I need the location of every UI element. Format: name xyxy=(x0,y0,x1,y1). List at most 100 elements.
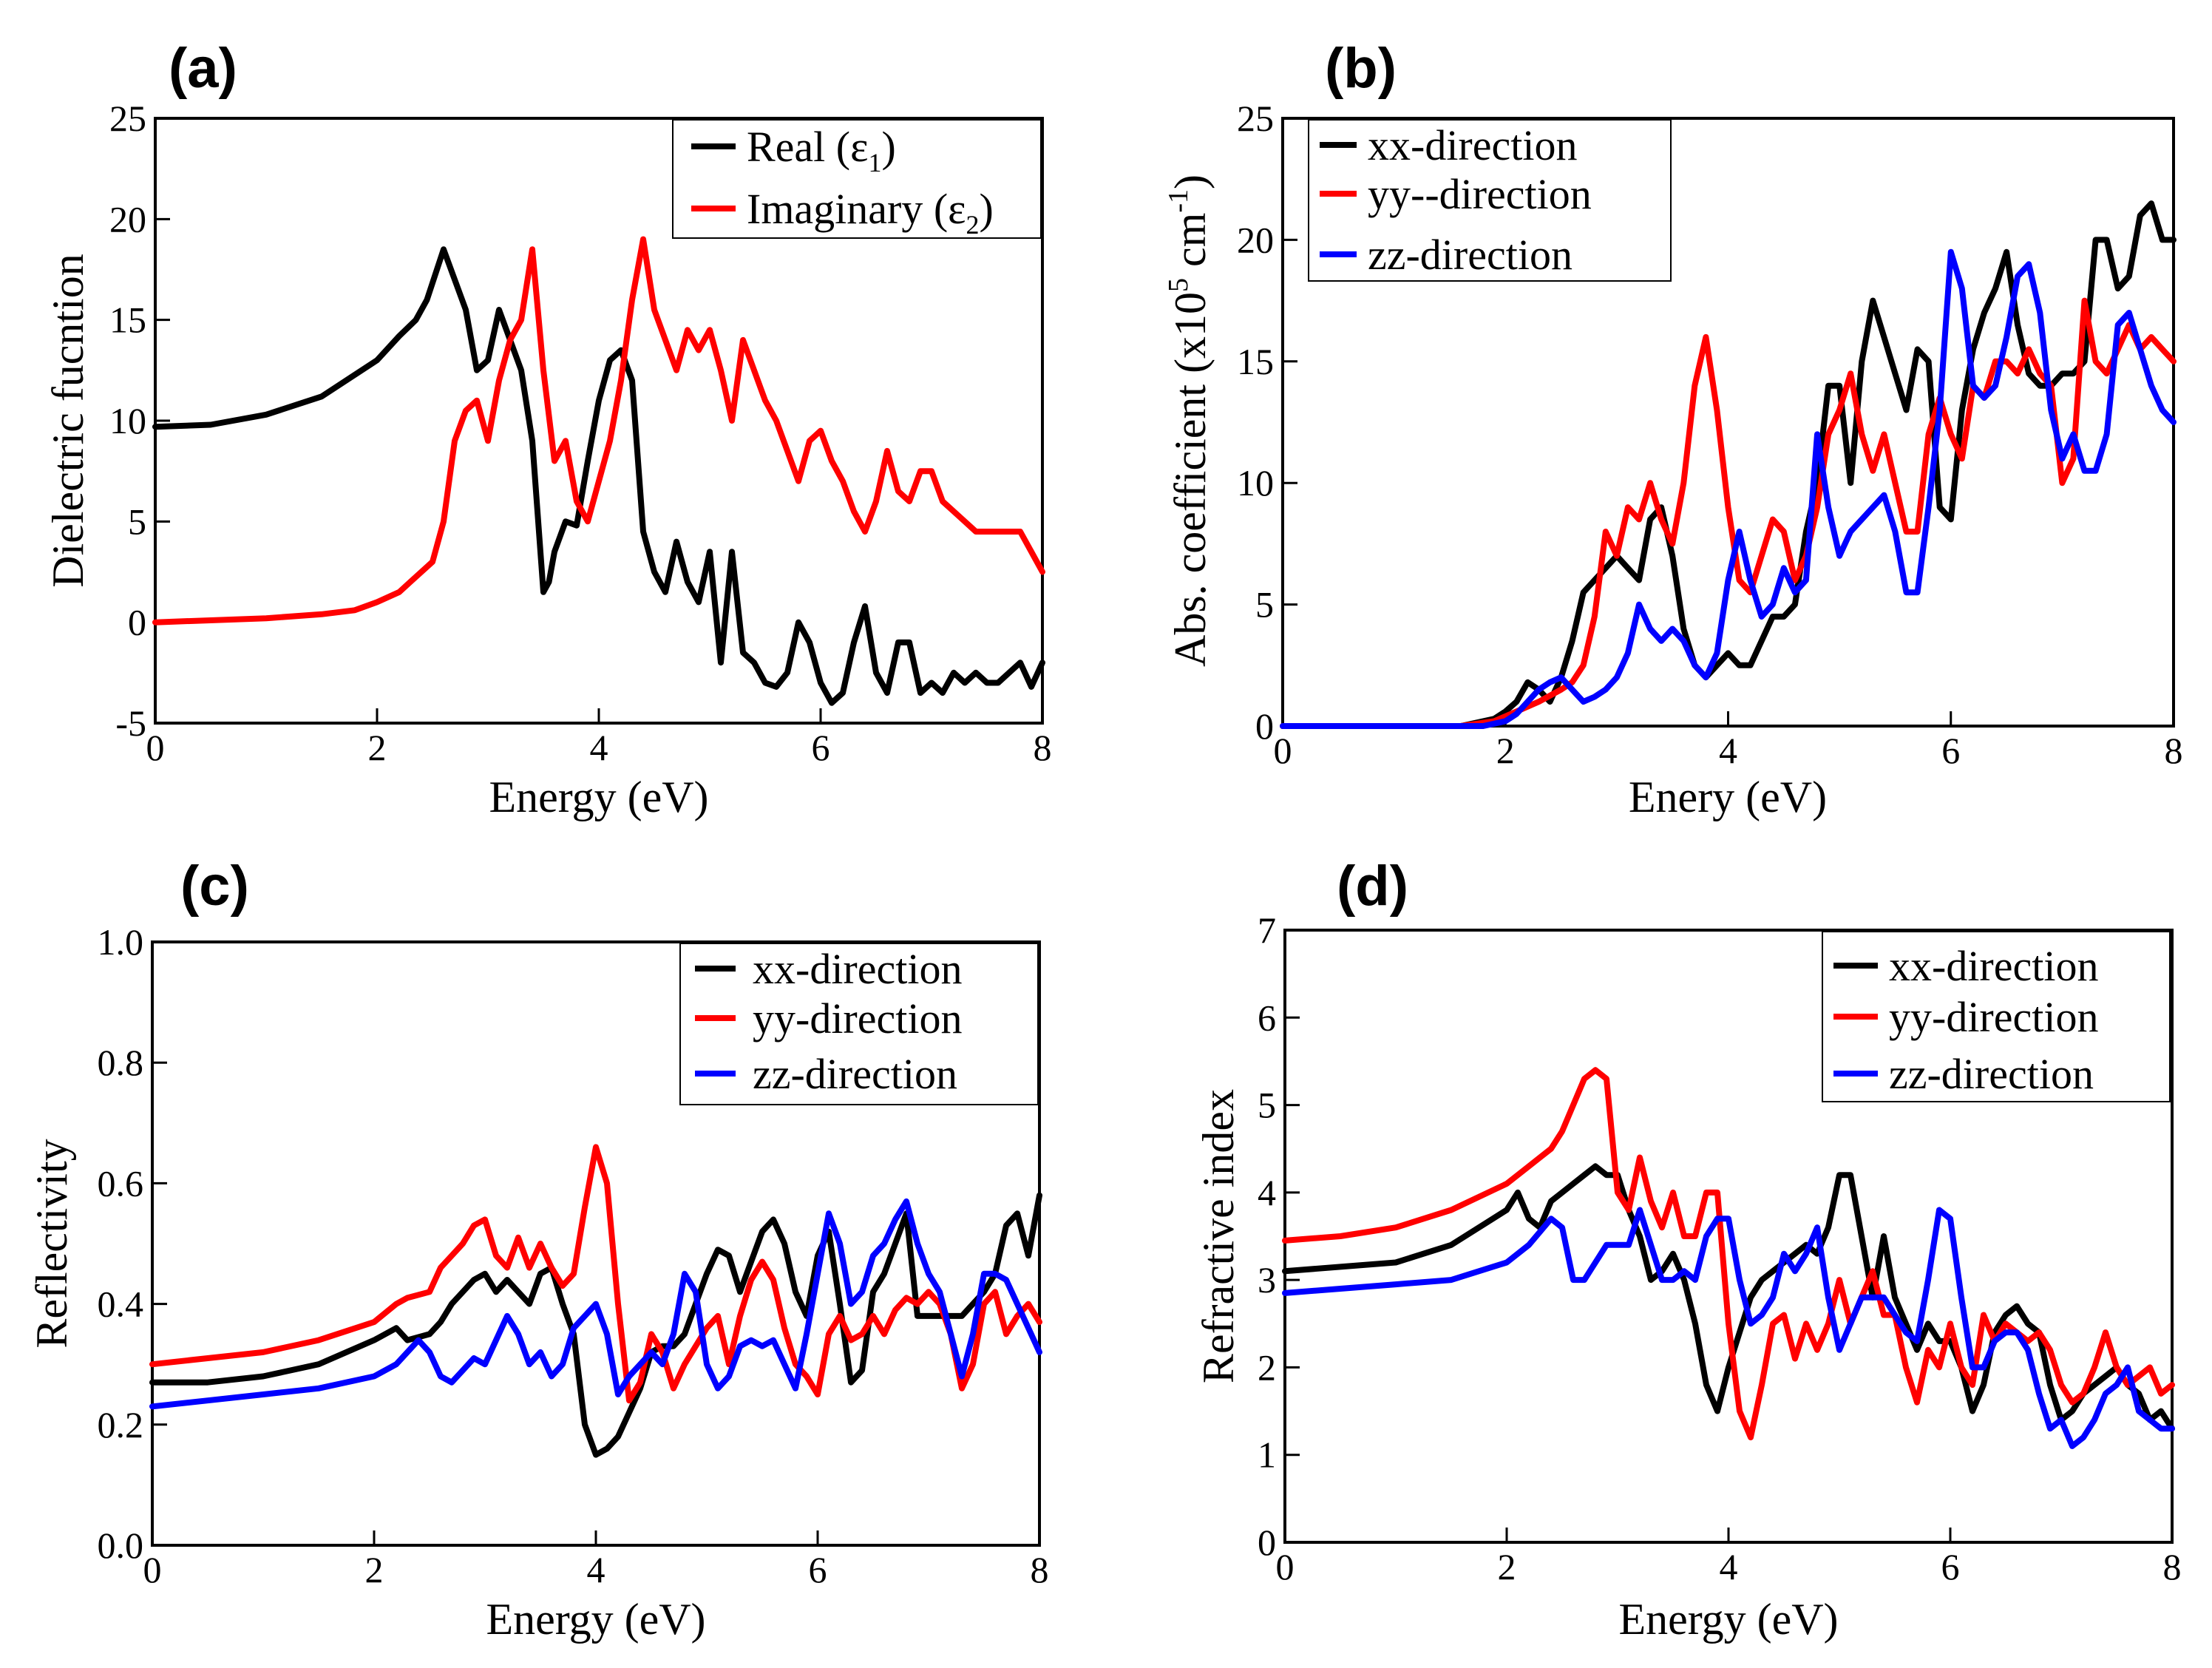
y-tick-label: 3 xyxy=(1258,1259,1276,1301)
series-layer-a xyxy=(152,236,1045,706)
y-tick-label: 0 xyxy=(128,602,146,643)
x-tick-label: 0 xyxy=(1276,1546,1295,1587)
legend-label-c-yy: yy-direction xyxy=(753,994,962,1042)
legend-label-d-xx: xx-direction xyxy=(1889,942,2098,990)
x-tick-label: 4 xyxy=(587,1549,605,1590)
y-tick-label: 10 xyxy=(1237,462,1274,504)
y-axis-label-d: Refractive index xyxy=(1194,1089,1243,1383)
x-tick-label: 6 xyxy=(1941,1546,1960,1587)
y-tick-label: 6 xyxy=(1258,997,1276,1038)
x-tick-label: 0 xyxy=(143,1549,162,1590)
x-axis-label-d: Energy (eV) xyxy=(1618,1595,1838,1644)
y-tick-label: 15 xyxy=(109,299,146,341)
series-line-a-real xyxy=(152,246,1045,706)
x-tick-label: 2 xyxy=(365,1549,384,1590)
panel-label-c: (c) xyxy=(180,855,249,918)
series-layer-b xyxy=(1280,200,2177,729)
x-tick-label: 8 xyxy=(1031,1549,1049,1590)
legend-label-b-yy: yy--direction xyxy=(1368,170,1592,218)
y-tick-label: 0 xyxy=(1258,1522,1276,1563)
y-tick-label: 4 xyxy=(1258,1172,1276,1213)
y-axis-label-c: Reflectivity xyxy=(27,1139,76,1348)
y-tick-label: 1.0 xyxy=(98,921,144,963)
x-axis-label-a: Energy (eV) xyxy=(489,773,708,821)
panel-label-d: (d) xyxy=(1337,855,1408,918)
legend-d: xx-direction yy-direction zz-direction xyxy=(1822,931,2171,1102)
legend-a: Real (ε1) Imaginary (ε2) xyxy=(672,119,1042,240)
y-tick-label: 20 xyxy=(109,198,146,240)
legend-label-d-yy: yy-direction xyxy=(1889,993,2098,1041)
y-tick-label: 7 xyxy=(1258,909,1276,951)
legend-label-imaginary: Imaginary (ε2) xyxy=(747,185,994,240)
legend-box-b xyxy=(1308,119,1672,282)
x-tick-label: 2 xyxy=(1498,1546,1516,1587)
y-tick-label: 5 xyxy=(1258,1085,1276,1126)
x-tick-label: 2 xyxy=(1496,730,1515,771)
x-tick-label: 0 xyxy=(1274,730,1292,771)
series-layer-d xyxy=(1282,1067,2175,1449)
y-tick-label: 15 xyxy=(1237,341,1274,382)
panel-label-b: (b) xyxy=(1325,37,1397,100)
y-tick-label: 20 xyxy=(1237,219,1274,260)
y-tick-label: 0 xyxy=(1255,705,1274,747)
panel-label-a: (a) xyxy=(169,37,237,100)
legend-label-b-xx: xx-direction xyxy=(1368,121,1577,169)
y-tick-label: 25 xyxy=(1237,98,1274,139)
legend-label-c-xx: xx-direction xyxy=(753,945,962,993)
y-tick-label: 10 xyxy=(109,400,146,441)
panel-b: (b) 0 2 4 6 8 0 5 10 15 20 25 Enery (eV) Abs. coef… xyxy=(1163,37,2183,821)
legend-label-b-zz: zz-direction xyxy=(1368,231,1573,279)
legend-label-d-zz: zz-direction xyxy=(1889,1050,2094,1098)
series-line-b-xx-direction xyxy=(1280,200,2177,729)
series-line-d-yy-direction xyxy=(1282,1067,2175,1441)
y-tick-label: 0.4 xyxy=(98,1284,144,1325)
series-line-b-zz-direction xyxy=(1280,248,2177,729)
legend-label-real: Real (ε1) xyxy=(747,123,896,177)
y-tick-label: 0.0 xyxy=(98,1525,144,1566)
series-line-c-yy-direction xyxy=(149,1144,1042,1404)
y-tick-label: 0.6 xyxy=(98,1162,144,1204)
legend-box-c xyxy=(679,943,1039,1105)
series-line-d-xx-direction xyxy=(1282,1163,2175,1432)
legend-label-c-zz: zz-direction xyxy=(753,1050,957,1098)
panel-c: (c) 0 2 4 6 80.00.20.40.60.81.0 Energy (eV) … xyxy=(27,855,1049,1644)
x-axis-label-b: Enery (eV) xyxy=(1629,773,1827,821)
axis-ticks-b: 0 2 4 6 8 0 5 10 15 20 25 xyxy=(1237,98,2183,771)
x-tick-label: 4 xyxy=(590,727,608,768)
y-axis-label-b: Abs. coefficient (x105 cm-1) xyxy=(1163,174,1215,667)
legend-box-a xyxy=(672,119,1042,239)
series-line-c-xx-direction xyxy=(149,1192,1042,1458)
y-tick-label: 5 xyxy=(1255,584,1274,626)
x-tick-label: 8 xyxy=(2163,1546,2182,1587)
series-line-a-imaginary xyxy=(152,236,1045,626)
x-tick-label: 6 xyxy=(1941,730,1960,771)
legend-box-d xyxy=(1822,931,2171,1102)
y-tick-label: 1 xyxy=(1258,1434,1276,1476)
x-tick-label: 4 xyxy=(1720,1546,1738,1587)
x-tick-label: 8 xyxy=(2165,730,2183,771)
panel-d: (d) 0 2 4 6 8 0 1 2 3 4 5 6 7 Energy (eV) Refractive… xyxy=(1194,855,2182,1644)
legend-b: xx-direction yy--direction zz-direction xyxy=(1308,119,1672,282)
x-tick-label: 6 xyxy=(812,727,830,768)
x-tick-label: 4 xyxy=(1719,730,1737,771)
axis-ticks-c: 0 2 4 6 8 0.0 0.2 0.4 0.6 0.8 1.0 xyxy=(98,921,1049,1590)
series-line-b-yy-direction xyxy=(1280,297,2177,729)
x-tick-label: 6 xyxy=(809,1549,827,1590)
legend-c: xx-direction yy-direction zz-direction xyxy=(679,943,1039,1105)
y-tick-label: 25 xyxy=(109,98,146,139)
series-line-d-zz-direction xyxy=(1282,1207,2175,1449)
axis-ticks-d: 0 2 4 6 8 0 1 2 3 4 5 6 7 xyxy=(1258,909,2182,1587)
y-tick-label: -5 xyxy=(115,702,146,744)
y-axis-label-a: Dielectric fucntion xyxy=(44,254,92,587)
x-tick-label: 0 xyxy=(146,727,165,768)
y-tick-label: 0.2 xyxy=(98,1404,144,1445)
x-axis-label-c: Energy (eV) xyxy=(486,1595,705,1644)
x-tick-label: 8 xyxy=(1034,727,1052,768)
series-line-c-zz-direction xyxy=(149,1198,1042,1410)
x-tick-label: 2 xyxy=(368,727,387,768)
series-layer-c xyxy=(149,1144,1042,1458)
y-tick-label: 0.8 xyxy=(98,1042,144,1083)
